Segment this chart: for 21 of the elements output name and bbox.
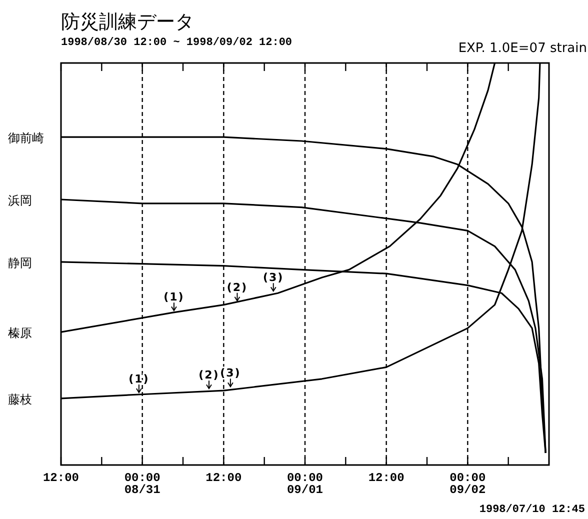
annotation: (3) [263,271,284,284]
x-tick-label: 12:00 [42,471,80,485]
x-tick-label: 00:00 09/01 [286,471,324,497]
annotation: (2) [226,280,248,294]
annotation: (1) [128,372,150,386]
text: EXP. 1.0E=07 strain [458,41,587,56]
annotation: (3) [220,366,241,380]
chart-title: 防災訓練データ [61,11,194,33]
x-tick-label: 00:00 09/02 [450,471,486,497]
text: 1998/07/10 12:45 [479,504,586,516]
chart-subtitle: 1998/08/30 12:00 ~ 1998/09/02 12:00 [61,37,292,49]
x-tick-label: 12:00 [206,471,242,485]
series-label: 御前崎 [8,131,44,146]
text: 榛原 [8,326,32,340]
x-tick-label: 12:00 [368,471,404,485]
annotation: (2) [198,368,220,382]
annotation: (1) [164,290,184,304]
x-tick-label: 00:00 08/31 [124,471,160,497]
text: 藤枝 [8,392,32,406]
text: 静岡 [8,256,32,270]
text: 浜岡 [8,194,32,208]
